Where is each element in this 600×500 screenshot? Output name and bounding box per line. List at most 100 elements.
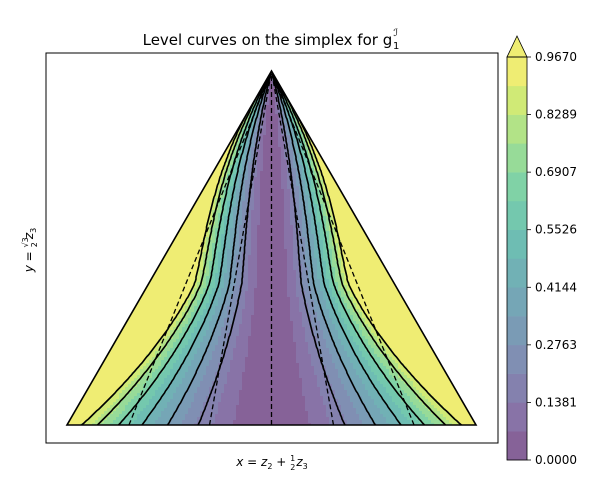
contour-cell [260, 150, 264, 154]
contour-cell [227, 111, 231, 115]
contour-cell [476, 168, 479, 171]
contour-cell [443, 138, 447, 142]
contour-cell [404, 132, 408, 136]
contour-cell [83, 147, 87, 151]
contour-cell [356, 72, 360, 76]
contour-cell [197, 126, 201, 130]
contour-cell [71, 114, 75, 118]
contour-cell [224, 72, 228, 76]
contour-cell [134, 177, 138, 181]
contour-cell [329, 111, 333, 115]
contour-cell [290, 81, 294, 85]
contour-cell [110, 93, 114, 97]
contour-cell [416, 174, 420, 178]
contour-cell [272, 93, 276, 97]
contour-cell [140, 78, 144, 82]
contour-cell [347, 108, 351, 112]
contour-cell [392, 102, 396, 106]
contour-cell [386, 102, 390, 106]
contour-cell [191, 159, 195, 163]
contour-cell [197, 165, 201, 169]
contour-cell [320, 72, 324, 76]
contour-cell [209, 78, 213, 82]
contour-cell [362, 87, 366, 91]
contour-cell [140, 123, 144, 127]
contour-cell [122, 75, 126, 79]
contour-cell [197, 171, 201, 175]
contour-cell [359, 120, 363, 124]
contour-cell [146, 156, 150, 160]
contour-cell [374, 87, 378, 91]
contour-cell [170, 156, 174, 160]
contour-cell [71, 102, 75, 106]
contour-cell [428, 120, 432, 124]
contour-cell [134, 153, 138, 157]
contour-cell [251, 147, 255, 151]
contour-cell [263, 171, 267, 175]
contour-cell [83, 132, 87, 136]
contour-cell [359, 162, 363, 166]
contour-cell [392, 71, 396, 73]
contour-cell [443, 135, 447, 139]
contour-cell [89, 138, 93, 142]
contour-cell [326, 114, 330, 118]
contour-cell [215, 168, 219, 172]
contour-cell [152, 114, 156, 118]
contour-cell [338, 81, 342, 85]
contour-cell [185, 105, 189, 109]
contour-cell [281, 174, 285, 178]
contour-cell [122, 78, 126, 82]
contour-cell [344, 93, 348, 97]
contour-cell [368, 78, 372, 82]
contour-cell [353, 71, 357, 73]
contour-cell [242, 153, 246, 157]
contour-cell [383, 105, 387, 109]
contour-cell [449, 93, 453, 97]
contour-cell [320, 165, 324, 169]
contour-cell [185, 120, 189, 124]
contour-cell [266, 162, 270, 166]
contour-cell [365, 153, 369, 157]
contour-cell [356, 153, 360, 157]
contour-cell [203, 153, 207, 157]
contour-cell [425, 96, 429, 100]
contour-cell [359, 96, 363, 100]
contour-cell [101, 108, 105, 112]
contour-cell [131, 108, 135, 112]
contour-cell [338, 99, 342, 103]
contour-cell [317, 141, 321, 145]
contour-cell [67, 165, 69, 169]
contour-cell [386, 159, 390, 163]
contour-cell [155, 117, 159, 121]
contour-cell [254, 138, 258, 142]
contour-cell [476, 153, 479, 156]
contour-cell [146, 71, 150, 73]
contour-cell [347, 141, 351, 145]
contour-cell [377, 135, 381, 139]
contour-cell [305, 165, 309, 169]
contour-cell [443, 150, 447, 154]
contour-cell [89, 132, 93, 136]
contour-cell [422, 111, 426, 115]
contour-cell [347, 81, 351, 85]
contour-cell [233, 114, 237, 118]
contour-cell [419, 117, 423, 121]
contour-cell [128, 147, 132, 151]
contour-cell [389, 71, 393, 73]
contour-cell [320, 108, 324, 112]
contour-cell [392, 171, 396, 175]
contour-cell [392, 81, 396, 85]
contour-cell [110, 141, 114, 145]
contour-cell [386, 126, 390, 130]
contour-cell [164, 171, 168, 175]
contour-cell [311, 90, 315, 94]
contour-cell [236, 165, 240, 169]
contour-cell [392, 144, 396, 148]
contour-cell [401, 105, 405, 109]
contour-cell [113, 126, 117, 130]
contour-cell [194, 87, 198, 91]
contour-cell [374, 117, 378, 121]
contour-cell [389, 144, 393, 148]
contour-cell [152, 123, 156, 127]
contour-cell [338, 84, 342, 88]
